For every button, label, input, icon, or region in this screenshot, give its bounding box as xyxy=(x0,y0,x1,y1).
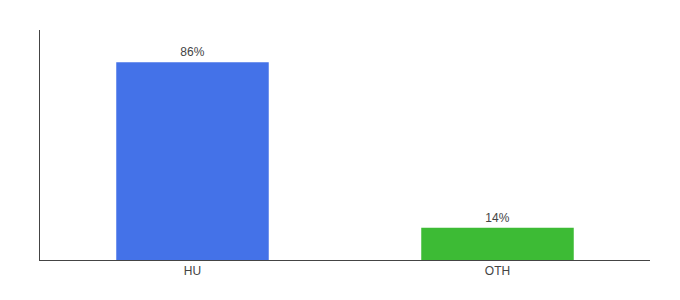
svg-text:14%: 14% xyxy=(485,211,509,225)
svg-text:HU: HU xyxy=(184,264,201,278)
svg-text:OTH: OTH xyxy=(485,264,510,278)
svg-text:86%: 86% xyxy=(180,45,204,59)
